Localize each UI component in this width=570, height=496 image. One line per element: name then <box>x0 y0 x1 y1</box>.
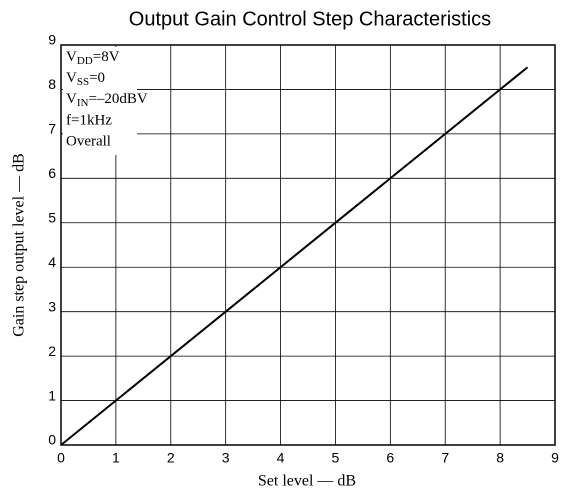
annotation-rest: =8V <box>93 49 120 65</box>
y-tick-label: 3 <box>48 298 56 314</box>
x-tick-label: 2 <box>167 450 175 466</box>
x-tick-label: 4 <box>277 450 285 466</box>
annotation-subscript: DD <box>77 55 93 67</box>
y-tick-label: 7 <box>48 121 56 137</box>
chart-title: Output Gain Control Step Characteristics <box>129 8 491 30</box>
x-tick-label: 9 <box>551 450 559 466</box>
annotation-base: V <box>66 49 77 65</box>
y-tick-label: 4 <box>48 254 56 270</box>
annotation-subscript: SS <box>77 76 89 88</box>
plot-frame <box>60 44 556 446</box>
x-tick-label: 0 <box>57 450 65 466</box>
y-tick-label: 2 <box>48 343 56 359</box>
x-axis-label: Set level — dB <box>258 473 356 490</box>
annotation: VIN=–20dBV <box>66 91 148 108</box>
annotation-subscript: IN <box>77 97 89 109</box>
annotation-base: V <box>66 91 77 107</box>
y-tick-label: 6 <box>48 165 56 181</box>
y-tick-label: 9 <box>48 32 56 48</box>
annotation-background <box>63 47 137 155</box>
annotation-base: V <box>66 70 77 86</box>
y-tick-label: 0 <box>48 432 56 448</box>
x-tick-label: 5 <box>332 450 340 466</box>
annotation-rest: =0 <box>89 70 105 86</box>
x-tick-label: 3 <box>222 450 230 466</box>
data-line <box>60 66 529 446</box>
x-tick-label: 8 <box>496 450 504 466</box>
y-tick-label: 1 <box>48 387 56 403</box>
x-tick-label: 6 <box>386 450 394 466</box>
annotation: VDD=8V <box>66 49 120 66</box>
annotation: VSS=0 <box>66 70 105 87</box>
y-tick-label: 5 <box>48 209 56 225</box>
y-axis-label: Gain step output level — dB <box>11 153 28 337</box>
y-tick-label: 8 <box>48 76 56 92</box>
x-tick-label: 1 <box>112 450 120 466</box>
annotation: Overall <box>66 133 111 149</box>
annotation-rest: =–20dBV <box>88 91 147 107</box>
x-tick-label: 7 <box>441 450 449 466</box>
annotation: f=1kHz <box>66 112 112 128</box>
